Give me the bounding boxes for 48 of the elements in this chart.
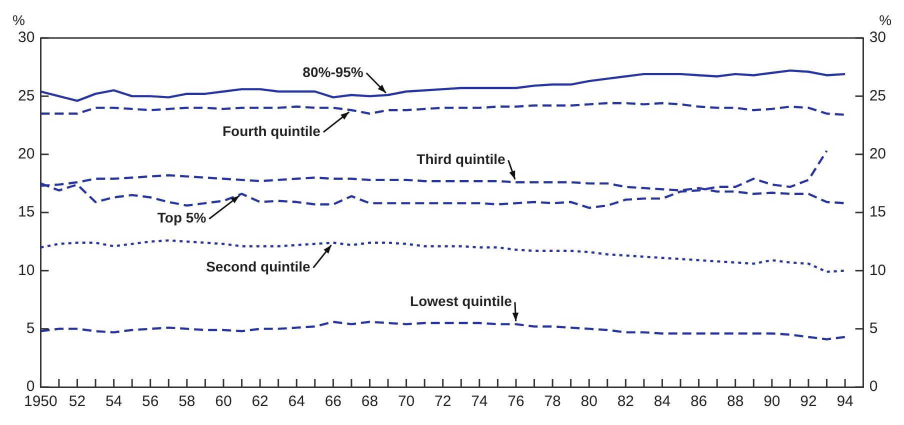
series-label: 80%-95% [302,64,364,80]
x-tick-label: 68 [361,393,378,410]
x-tick-label: 78 [544,393,561,410]
series-label: Fourth quintile [222,122,321,139]
x-tick-label: 62 [252,393,268,410]
x-tick-label: 76 [508,393,524,410]
y-tick-label: 20 [18,145,35,162]
x-tick-label: 60 [215,393,232,410]
x-tick-label: 64 [288,393,305,410]
x-tick-label: 94 [836,393,854,410]
x-tick-label: 72 [434,393,452,410]
line-series [40,239,846,273]
x-tick-label: 66 [324,393,342,410]
x-tick-label: 84 [654,393,671,410]
y-tick-label: 15 [18,204,35,221]
line-series [40,320,846,340]
x-tick-label: 54 [105,393,122,410]
y-tick-label: 10 [18,262,35,279]
series-label: Third quintile [416,151,506,168]
x-tick-label: 70 [398,393,415,410]
y2-tick-label: 0 [869,378,878,396]
y2-axis-title: % [879,12,892,28]
y2-tick-label: 25 [869,87,886,104]
y-tick-label: 0 [26,378,35,396]
line-series [40,102,846,116]
y2-tick-label: 30 [869,29,886,46]
x-tick-label: 1950 [24,393,58,410]
x-tick-label: 58 [178,393,196,410]
x-tick-label: 82 [617,393,634,410]
y2-tick-label: 15 [869,204,886,221]
y-tick-label: 30 [18,29,35,46]
x-tick-label: 86 [690,393,708,410]
x-tick-label: 52 [68,393,86,410]
series-label: Top 5% [157,210,207,226]
x-tick-label: 88 [727,393,744,410]
y-tick-label: 5 [26,320,35,337]
series-label: Lowest quintile [410,293,512,310]
x-tick-label: 92 [800,393,817,410]
x-tick-label: 80 [580,393,598,410]
x-tick-label: 56 [142,393,159,410]
x-tick-label: 90 [764,393,780,410]
y2-tick-label: 5 [869,320,878,337]
y2-tick-label: 20 [869,145,886,162]
x-tick-label: 74 [471,393,488,410]
y-tick-label: 25 [18,87,35,104]
y2-tick-label: 10 [869,262,886,279]
series-label: Second quintile [206,258,310,275]
y-axis-title: % [12,12,25,28]
